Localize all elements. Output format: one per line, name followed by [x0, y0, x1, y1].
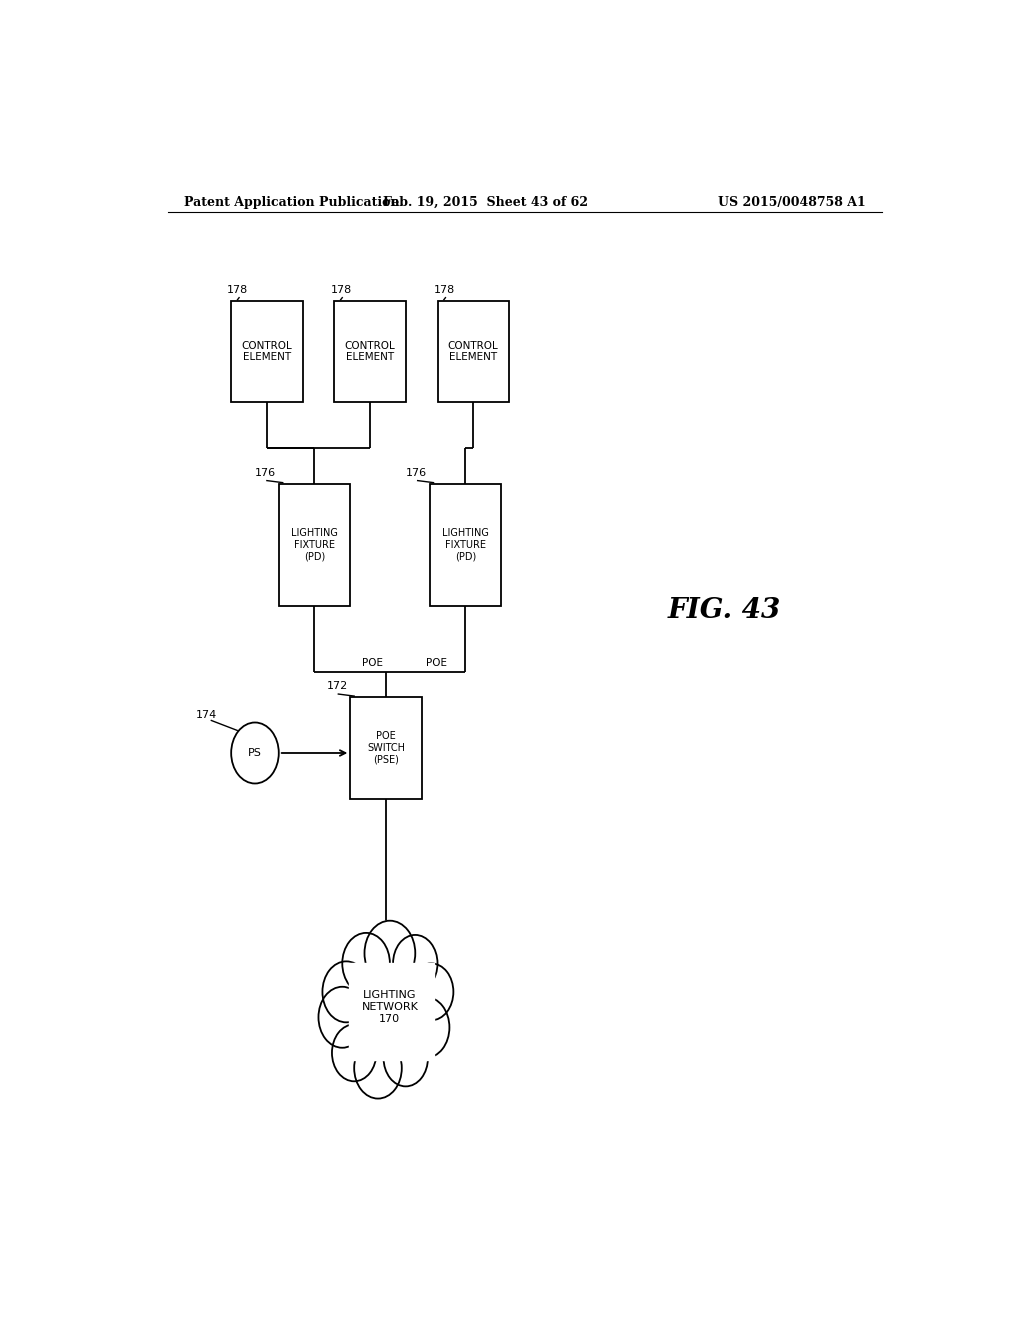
Bar [279, 483, 350, 606]
Circle shape [323, 961, 370, 1023]
Bar [231, 301, 303, 403]
Bar [350, 697, 422, 799]
Text: CONTROL
ELEMENT: CONTROL ELEMENT [447, 341, 499, 362]
Circle shape [342, 933, 390, 994]
Text: LIGHTING
FIXTURE
(PD): LIGHTING FIXTURE (PD) [441, 528, 488, 561]
Text: FIG. 43: FIG. 43 [668, 597, 781, 624]
Bar [348, 964, 434, 1060]
Text: PS: PS [248, 748, 262, 758]
Circle shape [401, 997, 450, 1057]
Circle shape [231, 722, 279, 784]
Circle shape [318, 987, 367, 1048]
Text: 174: 174 [196, 710, 217, 721]
Text: POE: POE [426, 657, 446, 668]
Circle shape [393, 935, 437, 991]
Bar [437, 301, 509, 403]
Text: POE: POE [362, 657, 383, 668]
Text: LIGHTING
FIXTURE
(PD): LIGHTING FIXTURE (PD) [291, 528, 338, 561]
Circle shape [384, 1030, 428, 1086]
Circle shape [332, 1024, 377, 1081]
Circle shape [409, 964, 454, 1020]
Text: CONTROL
ELEMENT: CONTROL ELEMENT [242, 341, 292, 362]
Text: US 2015/0048758 A1: US 2015/0048758 A1 [718, 195, 866, 209]
Text: CONTROL
ELEMENT: CONTROL ELEMENT [345, 341, 395, 362]
Text: 172: 172 [327, 681, 348, 690]
Text: 176: 176 [406, 467, 427, 478]
Text: 178: 178 [433, 285, 455, 294]
Text: POE
SWITCH
(PSE): POE SWITCH (PSE) [367, 731, 404, 764]
Bar [346, 961, 437, 1063]
Text: LIGHTING
NETWORK
170: LIGHTING NETWORK 170 [361, 990, 419, 1024]
Text: Feb. 19, 2015  Sheet 43 of 62: Feb. 19, 2015 Sheet 43 of 62 [383, 195, 588, 209]
Bar [430, 483, 501, 606]
Bar [334, 301, 406, 403]
Text: 178: 178 [331, 285, 351, 294]
Circle shape [365, 921, 416, 986]
Text: 176: 176 [255, 467, 276, 478]
Circle shape [354, 1038, 401, 1098]
Text: Patent Application Publication: Patent Application Publication [183, 195, 399, 209]
Text: 178: 178 [227, 285, 249, 294]
